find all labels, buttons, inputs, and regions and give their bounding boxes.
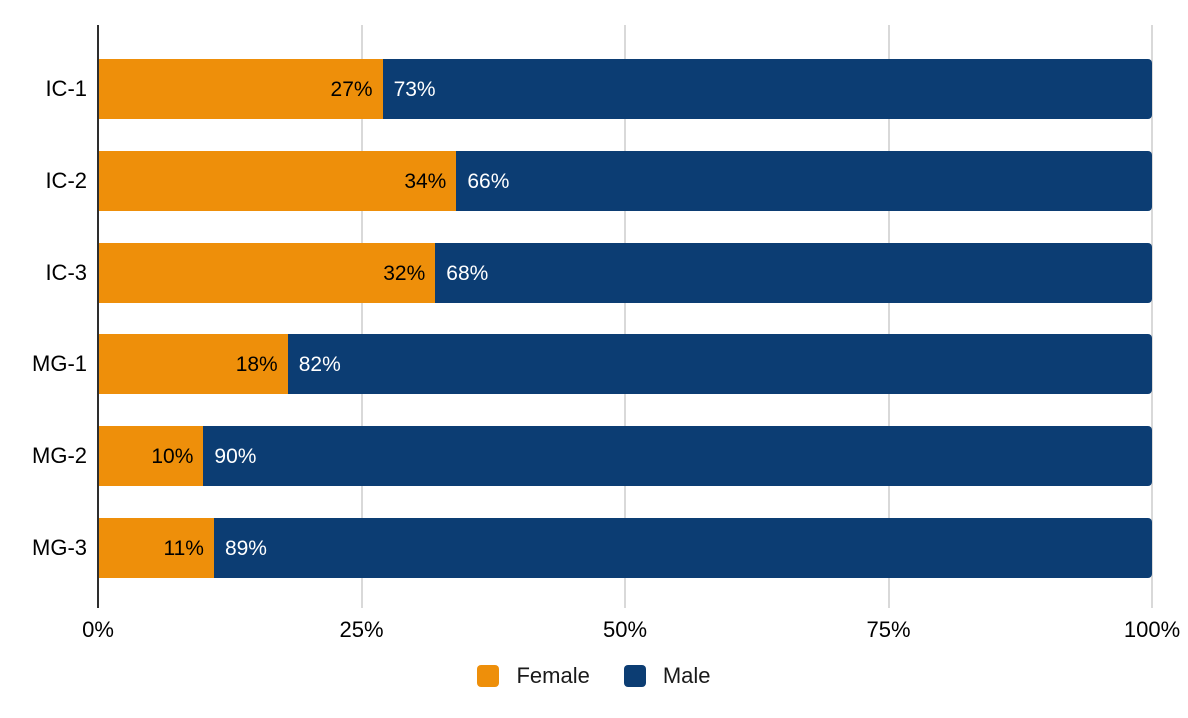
bar-row-mg-1: MG-1 18% 82% (32, 334, 1152, 394)
x-tick-label-50: 50% (602, 617, 648, 642)
x-tick-label-0: 0% (82, 617, 114, 642)
bar-row-ic-2: IC-2 34% 66% (45, 151, 1152, 211)
stacked-bar: 34% 66% (98, 151, 1152, 211)
legend: Female Male (0, 665, 1188, 687)
category-label: MG-1 (32, 351, 87, 376)
gridline-50 (624, 25, 626, 608)
bar-value-label: 32% (383, 261, 426, 285)
bar-segment-female: 10% (98, 426, 204, 486)
bar-value-label: 68% (446, 261, 489, 285)
bar-value-label: 90% (214, 444, 257, 468)
x-tick-label-75: 75% (866, 617, 911, 642)
legend-label: Male (662, 663, 711, 688)
category-label: IC-2 (45, 168, 87, 193)
category-label: IC-3 (45, 260, 87, 285)
bar-segment-male: 68% (435, 243, 1152, 303)
legend-item-female: Female (477, 663, 590, 688)
bar-value-label: 82% (298, 352, 341, 376)
x-tick-label-100: 100% (1123, 617, 1181, 642)
stacked-bar: 27% 73% (98, 59, 1152, 119)
bar-row-ic-1: IC-1 27% 73% (45, 59, 1152, 119)
bar-segment-female: 34% (98, 151, 457, 211)
bar-value-label: 11% (163, 536, 204, 560)
legend-swatch-female (477, 665, 500, 687)
bar-value-label: 10% (151, 444, 194, 468)
bar-segment-male: 89% (213, 518, 1152, 578)
bar-value-label: 18% (235, 352, 278, 376)
bar-value-label: 27% (330, 77, 373, 101)
bar-segment-male: 73% (382, 59, 1152, 119)
bar-value-label: 34% (404, 169, 447, 193)
gridline-75 (887, 25, 890, 608)
y-axis-line (97, 25, 99, 608)
legend-swatch-male (623, 665, 646, 687)
bar-segment-female: 32% (98, 243, 436, 303)
bar-segment-female: 11% (98, 518, 214, 578)
stacked-bar: 32% 68% (98, 243, 1152, 303)
gridline-25 (360, 25, 363, 608)
plot-area: IC-1 27% 73% IC-2 34% 66% IC-3 32% 68% MG-1 18% 82%… (32, 25, 1153, 608)
legend-item-male: Male (623, 663, 711, 688)
category-label: MG-2 (32, 443, 87, 468)
category-label: MG-3 (32, 535, 87, 560)
category-label: IC-1 (45, 76, 87, 101)
bar-value-label: 73% (393, 77, 436, 101)
bar-segment-male: 90% (203, 426, 1152, 486)
stacked-bar: 18% 82% (98, 334, 1152, 394)
bar-row-mg-3: MG-3 11% 89% (32, 518, 1152, 578)
x-tick-label-25: 25% (339, 617, 384, 642)
bar-value-label: 89% (224, 536, 267, 560)
gridline-100 (1151, 25, 1153, 608)
bar-segment-female: 27% (98, 59, 383, 119)
bar-segment-female: 18% (98, 334, 288, 394)
bar-row-mg-2: MG-2 10% 90% (32, 426, 1152, 486)
bar-row-ic-3: IC-3 32% 68% (45, 243, 1152, 303)
bar-value-label: 66% (467, 169, 510, 193)
legend-label: Female (516, 663, 590, 688)
bar-segment-male: 82% (287, 334, 1152, 394)
stacked-bar: 10% 90% (98, 426, 1152, 486)
bar-segment-male: 66% (456, 151, 1152, 211)
stacked-bar: 11% 89% (98, 518, 1152, 578)
